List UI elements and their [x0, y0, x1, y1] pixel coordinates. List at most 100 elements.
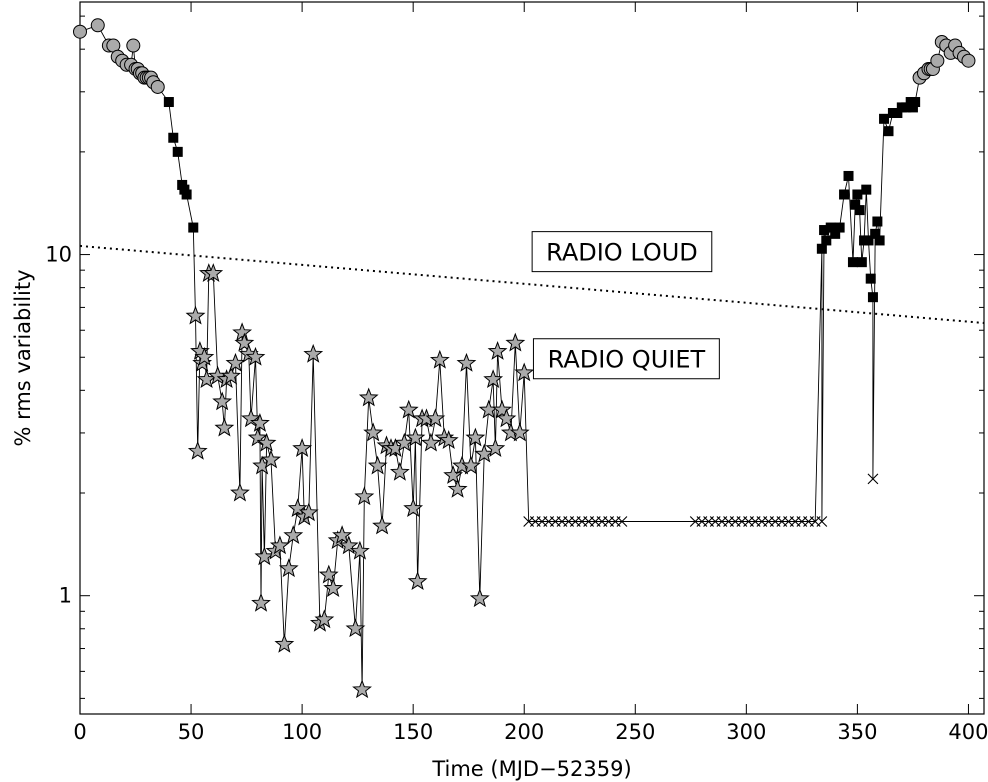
star-marker: [492, 399, 512, 419]
square-marker: [901, 102, 912, 113]
star-marker: [394, 432, 415, 452]
x-marker: [816, 516, 828, 527]
star-marker: [487, 340, 508, 360]
square-marker: [843, 170, 854, 181]
annotation-boxes: RADIO LOUD RADIO QUIET: [531, 231, 720, 380]
star-marker: [434, 427, 455, 447]
star-marker: [425, 408, 446, 428]
star-marker: [194, 346, 215, 366]
star-marker: [247, 427, 268, 447]
star-marker: [429, 349, 450, 369]
star-marker: [261, 449, 281, 469]
square-marker: [865, 273, 876, 284]
x-marker: [616, 516, 628, 527]
star-marker: [225, 352, 246, 372]
star-marker: [372, 515, 392, 535]
dividing-line-layer: [79, 244, 985, 325]
star-marker: [403, 498, 424, 518]
x-tick-label: 150: [393, 720, 433, 744]
star-marker: [461, 455, 481, 475]
square-marker: [181, 189, 192, 200]
square-marker: [819, 225, 830, 236]
star-marker: [250, 412, 270, 432]
star-marker: [245, 346, 266, 366]
x-tick-label: 100: [282, 720, 322, 744]
star-marker: [221, 365, 241, 385]
axis-ticks: 0 50 100 150 200 250 300 350 400 1 10: [45, 2, 988, 744]
plot-frame: [79, 1, 985, 715]
star-marker: [314, 609, 335, 629]
star-marker: [389, 461, 410, 481]
square-marker: [907, 102, 918, 113]
star-marker: [345, 618, 366, 638]
x-tick-label: 0: [73, 720, 86, 744]
star-marker: [405, 427, 426, 447]
star-marker: [363, 422, 384, 442]
x-tick-label: 200: [504, 720, 544, 744]
x-tick-label: 250: [615, 720, 655, 744]
star-marker: [509, 422, 530, 442]
circle-marker: [961, 53, 976, 68]
star-marker: [269, 535, 290, 555]
star-marker: [232, 322, 253, 342]
radio-quiet-box: [532, 338, 720, 380]
star-marker: [318, 564, 339, 584]
star-marker: [358, 387, 379, 407]
star-marker: [456, 352, 477, 372]
x-tick-label: 300: [726, 720, 766, 744]
square-marker: [874, 235, 885, 246]
circle-marker: [930, 53, 945, 68]
square-marker: [163, 97, 174, 108]
circle-marker: [126, 38, 141, 53]
square-marker: [834, 222, 845, 233]
square-marker: [172, 146, 183, 157]
square-marker: [856, 257, 867, 268]
star-marker: [465, 427, 486, 447]
square-marker: [839, 189, 850, 200]
radio-loud-box: [531, 231, 713, 273]
star-marker: [303, 343, 324, 363]
star-marker: [185, 305, 206, 325]
square-marker: [821, 235, 832, 246]
star-marker: [483, 369, 504, 389]
star-marker: [514, 362, 535, 382]
star-marker: [234, 332, 255, 352]
square-marker: [830, 228, 841, 239]
square-marker: [825, 222, 836, 233]
star-marker: [485, 438, 506, 457]
star-marker: [287, 498, 308, 518]
square-marker: [847, 257, 858, 268]
y-tick-label: 10: [45, 243, 72, 267]
star-marker: [187, 440, 208, 460]
data-markers: [73, 18, 976, 699]
star-marker: [421, 432, 441, 452]
square-marker: [872, 216, 883, 227]
star-marker: [230, 482, 250, 502]
star-marker: [469, 588, 490, 608]
square-marker: [854, 205, 865, 216]
x-tick-label: 350: [837, 720, 877, 744]
x-marker: [867, 473, 879, 485]
x-axis-label: Time (MJD−52359): [431, 757, 631, 781]
star-marker: [241, 408, 261, 428]
square-marker: [879, 113, 890, 124]
star-marker: [438, 430, 459, 449]
star-marker: [214, 417, 235, 437]
square-marker: [910, 97, 921, 108]
radio-loud-label: RADIO LOUD: [546, 239, 698, 267]
radio-quiet-label: RADIO QUIET: [548, 346, 706, 374]
star-marker: [338, 535, 359, 555]
star-marker: [323, 578, 344, 597]
star-marker: [443, 465, 464, 484]
star-marker: [496, 408, 517, 428]
square-marker: [188, 222, 199, 233]
star-marker: [447, 478, 468, 498]
square-marker: [892, 108, 903, 119]
star-marker: [254, 546, 275, 566]
star-marker: [274, 633, 295, 653]
square-marker: [883, 126, 894, 137]
star-marker: [292, 438, 313, 457]
square-marker: [867, 292, 878, 303]
